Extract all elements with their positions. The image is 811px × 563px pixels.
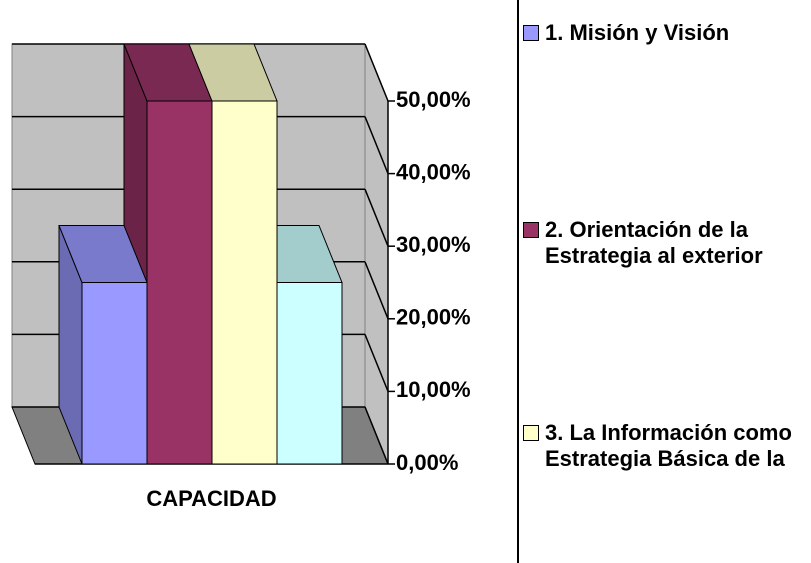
y-tick-label: 40,00%	[396, 159, 471, 184]
legend-label: 3. La Información como Estrategia Básica…	[545, 420, 792, 471]
grid-line	[364, 116, 389, 174]
bar	[81, 282, 148, 465]
y-tick-label: 20,00%	[396, 305, 471, 330]
y-tick-label: 10,00%	[396, 377, 471, 402]
grid-line	[364, 43, 389, 102]
bar	[211, 100, 278, 465]
y-tick-label: 30,00%	[396, 232, 471, 257]
bar	[146, 100, 213, 465]
y-tick-label: 0,00%	[396, 450, 458, 475]
legend: 1. Misión y Visión 2. Orientación de la E…	[517, 0, 811, 563]
legend-entry: 2. Orientación de la Estrategia al exter…	[523, 217, 811, 269]
x-tick-label: CAPACIDAD	[146, 486, 276, 511]
legend-entry: 1. Misión y Visión	[523, 20, 811, 46]
side-wall	[364, 43, 389, 465]
legend-label: 2. Orientación de la Estrategia al exter…	[545, 217, 763, 268]
grid-line	[364, 406, 389, 465]
bar	[276, 282, 343, 465]
legend-swatch	[523, 425, 539, 441]
legend-label: 1. Misión y Visión	[545, 20, 730, 45]
y-tick-label: 50,00%	[396, 87, 471, 112]
legend-entry: 3. La Información como Estrategia Básica…	[523, 420, 811, 472]
legend-swatch	[523, 25, 539, 41]
legend-swatch	[523, 222, 539, 238]
grid-line	[364, 188, 389, 247]
grid-line	[364, 334, 389, 392]
grid-line	[364, 261, 389, 320]
chart: 0,00% 10,00% 20,00% 30,00% 40,00% 50,00% CAPAC…	[11, 43, 471, 511]
